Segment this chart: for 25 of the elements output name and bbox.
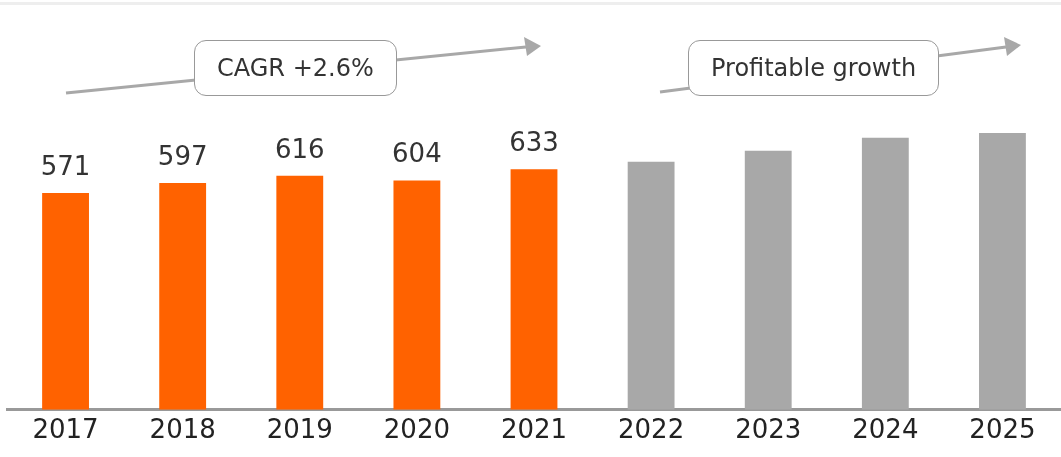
data-label: 633 (509, 127, 559, 158)
x-tick-label: 2019 (266, 414, 333, 445)
x-tick-label: 2025 (969, 414, 1036, 445)
x-tick-label: 2024 (852, 414, 919, 445)
bar (159, 183, 207, 410)
bar (510, 169, 558, 410)
bar (979, 132, 1026, 410)
data-label: 616 (274, 133, 325, 164)
x-tick-label: 2017 (32, 414, 99, 445)
bar (276, 175, 324, 410)
data-label: 571 (40, 150, 91, 181)
bar (627, 161, 675, 410)
x-tick-label: 2018 (149, 414, 216, 445)
bar (393, 180, 441, 410)
x-tick-label: 2020 (383, 414, 450, 445)
x-tick-label: 2023 (735, 414, 802, 445)
text: Profitable growth (688, 40, 940, 96)
text: CAGR +2.6% (194, 40, 397, 96)
data-label: 597 (157, 140, 208, 171)
bar (861, 137, 909, 410)
bar (42, 192, 89, 410)
data-label: 604 (392, 138, 442, 169)
x-tick-label: 2021 (500, 414, 568, 445)
bar (744, 150, 792, 410)
x-tick-label: 2022 (618, 414, 685, 445)
